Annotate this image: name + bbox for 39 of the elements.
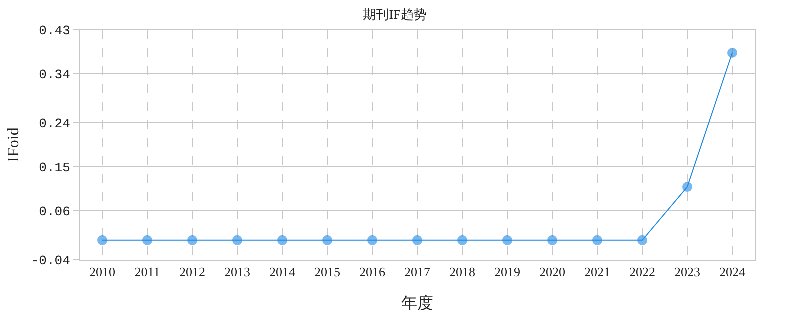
x-tick-label: 2017	[404, 264, 431, 280]
x-tick-label: 2023	[674, 264, 700, 280]
x-tick-label: 2020	[540, 264, 566, 280]
y-tick-label: 0.43	[39, 24, 70, 39]
y-tick-label: 0.34	[39, 68, 71, 83]
point	[458, 235, 468, 246]
point	[728, 48, 738, 58]
x-axis-title: 年度	[402, 294, 434, 312]
point	[502, 235, 512, 246]
point	[682, 182, 692, 192]
point	[322, 235, 332, 246]
x-tick-label: 2024	[720, 264, 746, 280]
point	[368, 235, 378, 246]
x-tick-label: 2021	[584, 264, 610, 280]
chart-title: 期刊IF趋势	[363, 7, 427, 22]
x-tick-label: 2018	[450, 264, 476, 280]
y-tick-label: -0.04	[31, 254, 71, 269]
x-tick-label: 2013	[224, 264, 250, 280]
x-tick-label: 2019	[494, 264, 520, 280]
point	[98, 235, 108, 246]
x-tick-label: 2011	[134, 264, 160, 280]
y-axis-title: IFoid	[5, 128, 22, 162]
x-tick-label: 2022	[630, 264, 656, 280]
point	[278, 235, 288, 246]
x-tick-label: 2016	[360, 264, 386, 280]
point	[188, 235, 198, 246]
point	[142, 235, 152, 246]
point	[638, 235, 648, 246]
x-tick-label: 2014	[270, 264, 296, 280]
x-tick-label: 2015	[314, 264, 340, 280]
point	[548, 235, 558, 246]
y-tick-label: 0.06	[39, 204, 70, 220]
x-tick-label: 2012	[180, 264, 206, 280]
point	[592, 235, 602, 246]
point	[412, 235, 422, 246]
y-tick-label: 0.15	[39, 160, 70, 176]
point	[232, 235, 242, 246]
x-tick-label: 2010	[90, 264, 116, 280]
y-tick-label: 0.24	[39, 116, 71, 132]
